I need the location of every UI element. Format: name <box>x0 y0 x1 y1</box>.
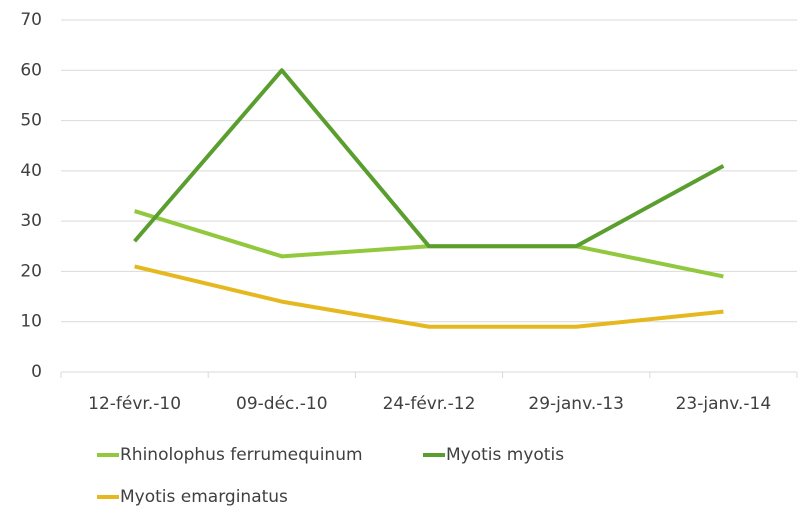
x-tick-label: 29-janv.-13 <box>528 394 624 414</box>
y-tick-label: 10 <box>20 312 42 332</box>
y-tick-label: 60 <box>20 60 42 80</box>
x-tick-label: 12-févr.-10 <box>88 394 181 414</box>
x-tick-label: 24-févr.-12 <box>383 394 476 414</box>
legend-label: Myotis emarginatus <box>120 487 288 507</box>
x-tick-label: 23-janv.-14 <box>676 394 772 414</box>
legend-label: Rhinolophus ferrumequinum <box>120 445 363 465</box>
y-tick-label: 0 <box>31 362 42 382</box>
y-tick-label: 70 <box>20 10 42 30</box>
series-line <box>133 68 725 249</box>
x-tick-label: 09-déc.-10 <box>236 394 328 414</box>
y-tick-label: 40 <box>20 161 42 181</box>
y-tick-label: 50 <box>20 111 42 131</box>
legend-label: Myotis myotis <box>446 445 564 465</box>
y-tick-label: 20 <box>20 261 42 281</box>
series-line <box>134 264 724 329</box>
y-tick-label: 30 <box>20 211 42 231</box>
